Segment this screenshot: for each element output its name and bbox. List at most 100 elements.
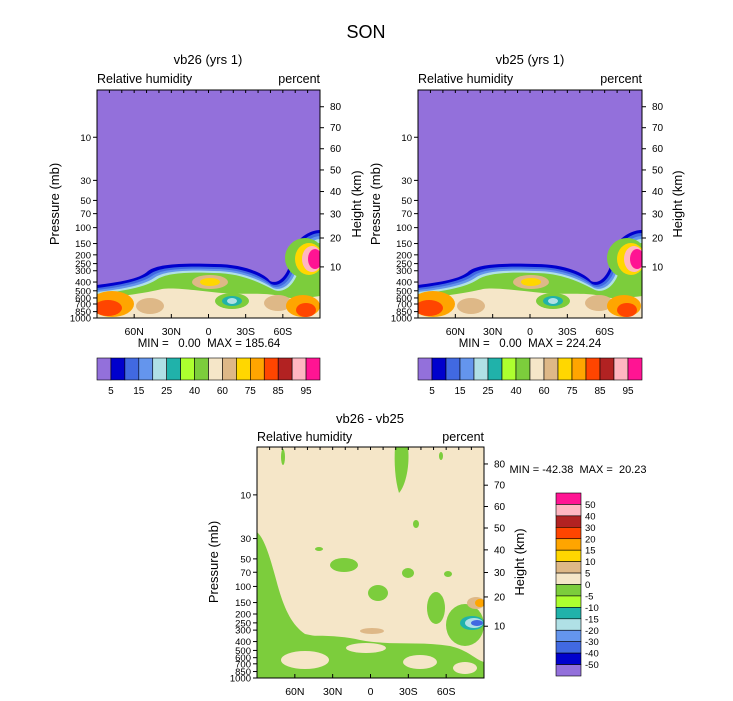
x-tick-label: 60N [446,326,465,338]
y-right-tick-label: 30 [652,209,664,220]
surface-tan-s [585,295,613,311]
variable-label: Relative humidity [257,430,353,444]
colorbar-swatch [473,357,489,381]
colorbar-label: -10 [585,603,599,614]
colorbar-label: 95 [301,386,313,397]
colorbar-swatch [277,357,293,381]
y-right-tick-label: 50 [652,165,664,176]
colorbar-label: -5 [585,591,593,602]
y-tick-label: 10 [80,133,91,144]
ylabel-right: Height (km) [512,528,527,595]
colorbar-label: 5 [429,386,435,397]
negative-blob [402,568,414,578]
colorbar-swatch [555,515,582,528]
colorbar-label: 15 [133,386,145,397]
colorbar-label: 15 [585,546,596,557]
y-right-tick-label: 80 [494,459,506,470]
contour-field [97,90,320,318]
y-tick-label: 850 [235,667,251,678]
colorbar-label: 75 [245,386,257,397]
surface-red-s [617,303,637,317]
y-right-tick-label: 40 [494,545,506,556]
colorbar-swatch [222,357,237,381]
y-tick-label: 200 [396,250,412,261]
variable-label: Relative humidity [418,72,514,86]
colorbar-swatch [555,618,582,631]
negative-blob [413,520,419,528]
y-tick-label: 1000 [230,674,251,685]
colorbar-swatch [138,357,154,381]
dipole-orange [475,599,484,607]
figure-title: SON [346,22,385,42]
y-tick-label: 50 [240,554,251,565]
polar-magenta [630,249,642,269]
x-tick-label: 60S [437,686,456,698]
y-right-tick-label: 60 [652,144,664,155]
y-tick-label: 100 [75,223,91,234]
colorbar-label: 40 [189,386,201,397]
colorbar-swatch [459,357,475,381]
stats-text: MIN = -42.38 MAX = 20.23 [510,464,647,476]
colorbar-label: 25 [161,386,173,397]
y-tick-label: 100 [396,223,412,234]
ylabel: Pressure (mb) [368,163,383,245]
colorbar-swatch [515,357,531,381]
colorbar-swatch [529,357,545,381]
surface-tan-n [136,298,164,314]
colorbar-swatch [555,561,582,574]
colorbar-swatch [555,664,582,677]
colorbar-swatch [152,357,167,381]
units-label: percent [442,430,484,444]
colorbar-swatch [613,357,629,381]
surface-red-n [418,300,443,316]
colorbar-swatch [627,357,643,381]
colorbar-label: 75 [566,386,578,397]
x-tick-label: 60S [595,326,614,338]
negative-blob [368,585,388,601]
surface-red-n [97,300,122,316]
colorbar-swatch [445,357,461,381]
colorbar-swatch [96,357,112,381]
contour-field [418,90,642,318]
x-tick-label: 30S [558,326,577,338]
colorbar-swatch [250,357,265,381]
y-right-tick-label: 10 [330,262,342,273]
y-tick-label: 300 [75,266,91,277]
y-tick-label: 250 [396,259,412,270]
y-tick-label: 300 [396,266,412,277]
colorbar-swatch [417,357,433,381]
y-tick-label: 1000 [391,314,412,325]
y-tick-label: 300 [235,626,251,637]
y-tick-label: 30 [401,176,412,187]
colorbar-swatch [263,357,279,381]
y-right-tick-label: 30 [330,209,342,220]
panel-vb25: vb25 (yrs 1) Relative humidity percent [368,52,685,350]
x-tick-label: 0 [527,326,533,338]
colorbar-swatch [555,607,582,620]
y-tick-label: 400 [235,637,251,648]
colorbar-swatch [180,357,195,381]
y-right-tick-label: 60 [330,144,342,155]
ylabel-right: Height (km) [349,170,364,237]
colorbar-label: -20 [585,626,599,637]
x-tick-label: 60N [285,686,304,698]
colorbar-swatch [555,549,582,562]
colorbar-swatch [543,357,559,381]
y-right-tick-label: 50 [494,524,506,535]
generated-axes: 60N 30N 0 30S 60S103050701001502002503004005… [70,90,664,698]
y-right-tick-label: 80 [652,102,664,113]
colorbar-label: 60 [538,386,550,397]
colorbar-label: 30 [585,523,596,534]
colorbar-label: 50 [585,500,596,511]
y-tick-label: 30 [80,176,91,187]
colorbar-swatch [236,357,251,381]
surface-red-s [296,303,316,317]
y-tick-label: 70 [80,209,91,220]
surface-tan-n [457,298,485,314]
y-right-tick-label: 10 [494,622,506,633]
colorbar-swatch [555,504,582,517]
y-tick-label: 1000 [70,314,91,325]
colorbar-label: 5 [108,386,114,397]
colorbar-swatch [291,357,307,381]
